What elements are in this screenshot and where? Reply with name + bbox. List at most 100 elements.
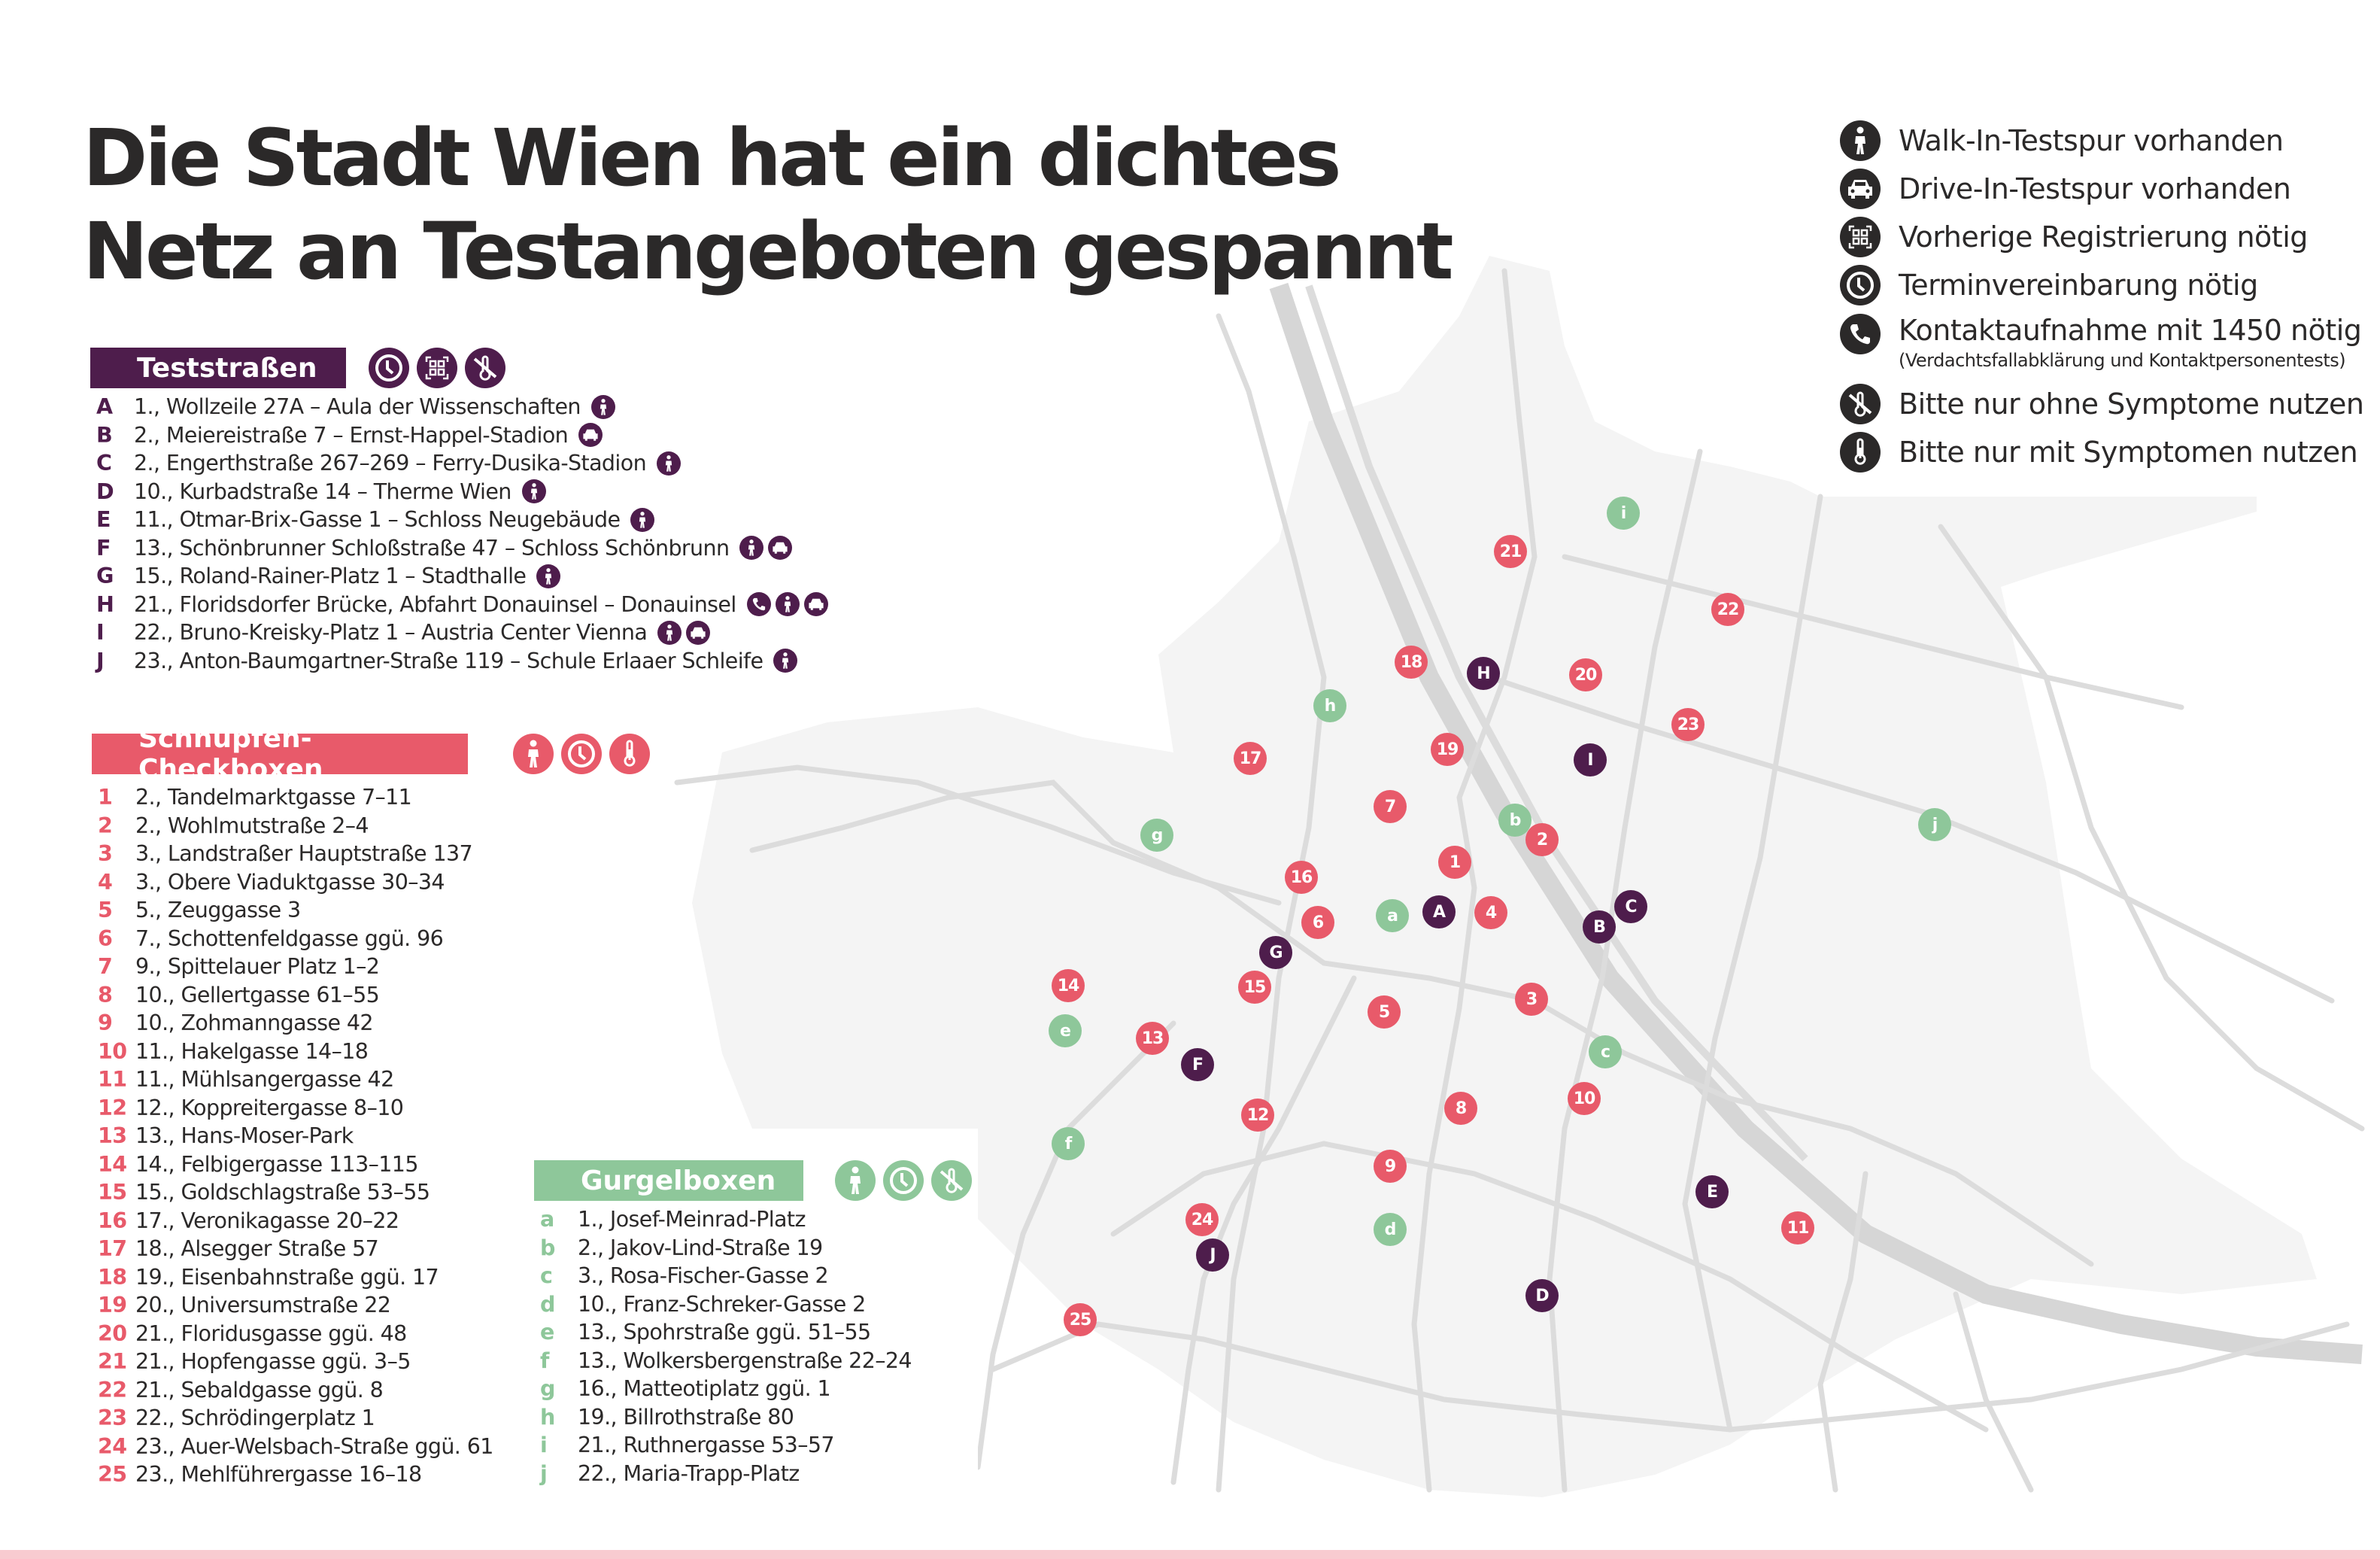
location-key: d [540,1291,555,1317]
map-marker-i[interactable]: i [1607,497,1640,530]
location-key: b [540,1235,555,1260]
schnupfen-checkbox-list-item: 20 21., Floridusgasse ggü. 48 [92,1320,650,1348]
no-thermometer-icon [1840,384,1881,424]
map-marker-j[interactable]: j [1918,808,1951,841]
schnupfen-checkbox-list-item: 19 20., Universumstraße 22 [92,1291,650,1320]
map-marker-17[interactable]: 17 [1234,742,1267,775]
map-marker-13[interactable]: 13 [1136,1022,1169,1055]
map-marker-11[interactable]: 11 [1781,1211,1814,1244]
map-marker-23[interactable]: 23 [1671,708,1705,741]
map-marker-g[interactable]: g [1140,819,1173,852]
map-marker-9[interactable]: 9 [1374,1150,1407,1183]
map-marker-d[interactable]: d [1374,1213,1407,1246]
thermometer-icon [1840,432,1881,473]
car-icon [1840,169,1881,209]
map-marker-D[interactable]: D [1525,1279,1559,1312]
map-marker-16[interactable]: 16 [1285,861,1318,894]
map-marker-19[interactable]: 19 [1431,733,1464,766]
teststrasse-list-item: A 1., Wollzeile 27A – Aula der Wissenscha… [90,393,828,421]
location-address: 2., Engerthstraße 267–269 – Ferry-Dusika… [134,451,647,476]
map-marker-b[interactable]: b [1498,804,1532,837]
legend-item-registration: Vorherige Registrierung nötig [1840,213,2363,261]
map-marker-H[interactable]: H [1467,657,1500,690]
location-address: 2., Jakov-Lind-Straße 19 [578,1235,823,1260]
teststrasse-list-item: G 15., Roland-Rainer-Platz 1 – Stadthalle [90,562,828,591]
walk-icon [521,479,546,504]
teststrasse-list-item: D 10., Kurbadstraße 14 – Therme Wien [90,478,828,506]
map-marker-8[interactable]: 8 [1444,1092,1477,1125]
location-key: 1 [98,785,113,810]
map-marker-10[interactable]: 10 [1568,1082,1601,1115]
map-marker-4[interactable]: 4 [1474,896,1507,929]
legend-label: Bitte nur ohne Symptome nutzen [1899,387,2364,421]
walk-icon [590,394,615,419]
map-marker-5[interactable]: 5 [1368,995,1401,1029]
location-address: 15., Goldschlagstraße 53–55 [135,1180,430,1205]
legend-item-drive-in: Drive-In-Testspur vorhanden [1840,165,2363,213]
map-marker-14[interactable]: 14 [1052,969,1085,1002]
location-key: E [96,507,111,533]
location-key: g [540,1376,555,1402]
location-key: J [96,648,105,673]
map-marker-c[interactable]: c [1589,1035,1622,1068]
map-marker-15[interactable]: 15 [1238,971,1271,1004]
legend-item-hotline: Kontaktaufnahme mit 1450 nötig (Verdacht… [1840,309,2363,380]
location-key: D [96,479,114,504]
map-marker-1[interactable]: 1 [1438,846,1471,879]
map-marker-6[interactable]: 6 [1301,906,1334,939]
map-marker-25[interactable]: 25 [1064,1303,1097,1336]
map-marker-21[interactable]: 21 [1494,535,1527,568]
schnupfen-checkbox-list-item: 25 23., Mehlführergasse 16–18 [92,1460,650,1489]
map-marker-I[interactable]: I [1574,743,1607,776]
location-address: 11., Otmar-Brix-Gasse 1 – Schloss Neugeb… [134,507,621,533]
map-marker-C[interactable]: C [1614,890,1647,923]
location-address: 19., Eisenbahnstraße ggü. 17 [135,1264,439,1290]
gurgelbox-list-item: e 13., Spohrstraße ggü. 51–55 [534,1318,972,1347]
location-key: 2 [98,813,113,838]
teststrasse-list-item: B 2., Meiereistraße 7 – Ernst-Happel-Stad… [90,421,828,450]
map-marker-J[interactable]: J [1196,1238,1229,1272]
gurgelbox-list-item: a 1., Josef-Meinrad-Platz [534,1205,972,1234]
location-key: e [540,1320,554,1345]
schnupfen-checkbox-list-item: 2 2., Wohlmutstraße 2–4 [92,812,650,840]
map-marker-18[interactable]: 18 [1395,646,1428,679]
phone-icon [1840,314,1881,354]
location-address: 17., Veronikagasse 20–22 [135,1208,399,1233]
teststrasse-list-item: I 22., Bruno-Kreisky-Platz 1 – Austria Ce… [90,618,828,647]
map-marker-20[interactable]: 20 [1569,658,1602,691]
location-address: 15., Roland-Rainer-Platz 1 – Stadthalle [134,564,527,589]
location-key: 17 [98,1236,127,1262]
location-key: 9 [98,1010,113,1036]
map-marker-F[interactable]: F [1181,1048,1214,1081]
bottom-bar [0,1550,2380,1559]
map-marker-a[interactable]: a [1376,899,1409,932]
map-marker-7[interactable]: 7 [1374,790,1407,823]
map-marker-2[interactable]: 2 [1525,823,1559,856]
car-icon [768,536,793,561]
map-marker-e[interactable]: e [1049,1014,1082,1047]
map-marker-22[interactable]: 22 [1711,593,1744,626]
gurgelbox-list-item: j 22., Maria-Trapp-Platz [534,1460,972,1488]
location-key: 3 [98,841,113,867]
map-marker-3[interactable]: 3 [1515,983,1548,1016]
map-marker-G[interactable]: G [1259,936,1292,969]
map-marker-E[interactable]: E [1695,1175,1729,1208]
schnupfen-checkbox-list-item: 21 21., Hopfengasse ggü. 3–5 [92,1348,650,1376]
schnupfen-checkbox-list-item: 3 3., Landstraßer Hauptstraße 137 [92,840,650,868]
page-title: Die Stadt Wien hat ein dichtes Netz an T… [83,111,1454,298]
clock-icon [369,348,409,388]
location-address: 19., Billrothstraße 80 [578,1404,794,1430]
map-marker-B[interactable]: B [1583,910,1616,944]
map-marker-A[interactable]: A [1422,895,1456,928]
car-icon [686,620,711,645]
location-address: 10., Gellertgasse 61–55 [135,982,380,1007]
map-marker-12[interactable]: 12 [1241,1099,1274,1132]
location-key: 14 [98,1151,127,1177]
map-marker-24[interactable]: 24 [1185,1203,1219,1236]
location-key: 22 [98,1377,127,1402]
teststrasse-list-item: J 23., Anton-Baumgartner-Straße 119 – Sch… [90,647,828,676]
gurgelbox-list-item: f 13., Wolkersbergenstraße 22–24 [534,1347,972,1375]
location-address: 3., Landstraßer Hauptstraße 137 [135,841,473,867]
map-marker-f[interactable]: f [1052,1127,1085,1160]
map-marker-h[interactable]: h [1313,689,1346,722]
